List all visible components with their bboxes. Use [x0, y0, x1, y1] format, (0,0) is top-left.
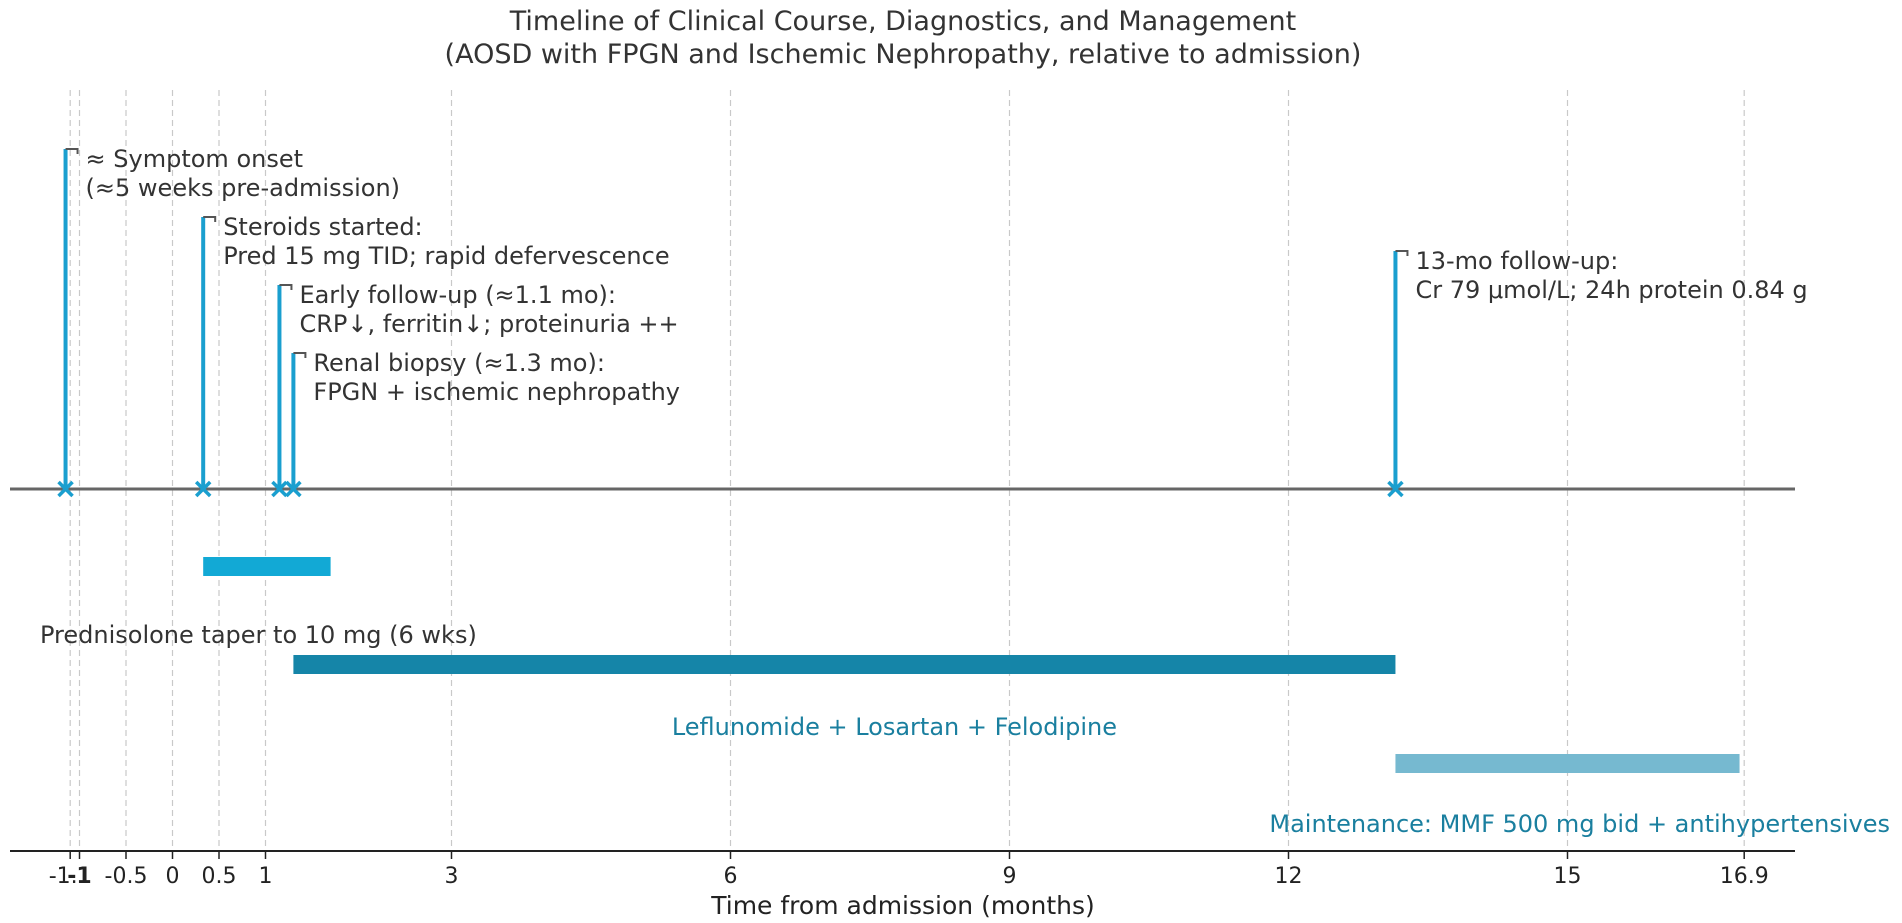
event-label: Pred 15 mg TID; rapid defervescence	[223, 242, 669, 270]
event-marker: Steroids started:Pred 15 mg TID; rapid d…	[194, 213, 670, 498]
chart-title-line-2: (AOSD with FPGN and Ischemic Nephropathy…	[445, 39, 1362, 70]
event-label: CRP↓, ferritin↓; proteinuria ++	[299, 310, 678, 338]
event-x-marker	[271, 480, 288, 498]
therapy-label: Prednisolone taper to 10 mg (6 wks)	[40, 621, 477, 649]
event-label: FPGN + ischemic nephropathy	[313, 378, 680, 406]
x-tick-label: 12	[1275, 864, 1303, 889]
x-tick-label: 16.9	[1720, 864, 1769, 889]
therapy-bar	[1395, 754, 1740, 773]
event-flag	[65, 148, 79, 154]
event-flag	[1395, 250, 1409, 256]
event-label: ≈ Symptom onset	[86, 145, 303, 173]
event-label: (≈5 weeks pre-admission)	[86, 174, 400, 202]
event-label: 13-mo follow-up:	[1415, 247, 1618, 275]
gridlines	[69, 90, 1745, 851]
event-flag	[293, 352, 307, 358]
event-marker: Renal biopsy (≈1.3 mo):FPGN + ischemic n…	[285, 349, 680, 498]
event-label: Cr 79 μmol/L; 24h protein 0.84 g	[1415, 276, 1807, 304]
x-tick-label: -1.1	[49, 864, 92, 889]
x-tick-label: 0	[166, 864, 180, 889]
x-axis-label: Time from admission (months)	[710, 891, 1095, 920]
x-axis-ticks: -1.1-1 -0.5 0 0.5 1 3 6 9 12 15 16.9	[49, 851, 1769, 889]
x-tick-label: -0.5	[105, 864, 148, 889]
event-marker: Early follow-up (≈1.1 mo):CRP↓, ferritin…	[271, 281, 679, 498]
x-tick-label: -1	[67, 864, 91, 889]
x-tick-label: 3	[445, 864, 459, 889]
event-x-marker	[194, 480, 212, 498]
chart-title-line-1: Timeline of Clinical Course, Diagnostics…	[509, 6, 1296, 37]
event-label: Early follow-up (≈1.1 mo):	[299, 281, 616, 309]
x-tick-label: 9	[1003, 864, 1017, 889]
therapy-label: Maintenance: MMF 500 mg bid + antihypert…	[1269, 810, 1890, 838]
therapy-label: Leflunomide + Losartan + Felodipine	[672, 713, 1117, 741]
event-marker: ≈ Symptom onset(≈5 weeks pre-admission)	[57, 145, 400, 498]
event-x-marker	[57, 480, 74, 498]
x-tick-label: 1	[259, 864, 273, 889]
event-marker: 13-mo follow-up:Cr 79 μmol/L; 24h protei…	[1387, 247, 1808, 498]
x-tick-label: 6	[724, 864, 738, 889]
event-flag	[203, 216, 217, 222]
event-x-marker	[1387, 480, 1404, 498]
event-x-marker	[285, 480, 302, 498]
event-markers: ≈ Symptom onset(≈5 weeks pre-admission)S…	[57, 145, 1808, 498]
therapy-bar	[293, 655, 1396, 674]
x-tick-label: 0.5	[202, 864, 237, 889]
event-label: Renal biopsy (≈1.3 mo):	[313, 349, 605, 377]
event-flag	[279, 284, 293, 290]
x-tick-label: 15	[1554, 864, 1582, 889]
therapy-bars: Prednisolone taper to 10 mg (6 wks) Leflu…	[40, 557, 1890, 838]
therapy-bar	[203, 557, 331, 576]
event-label: Steroids started:	[223, 213, 422, 241]
